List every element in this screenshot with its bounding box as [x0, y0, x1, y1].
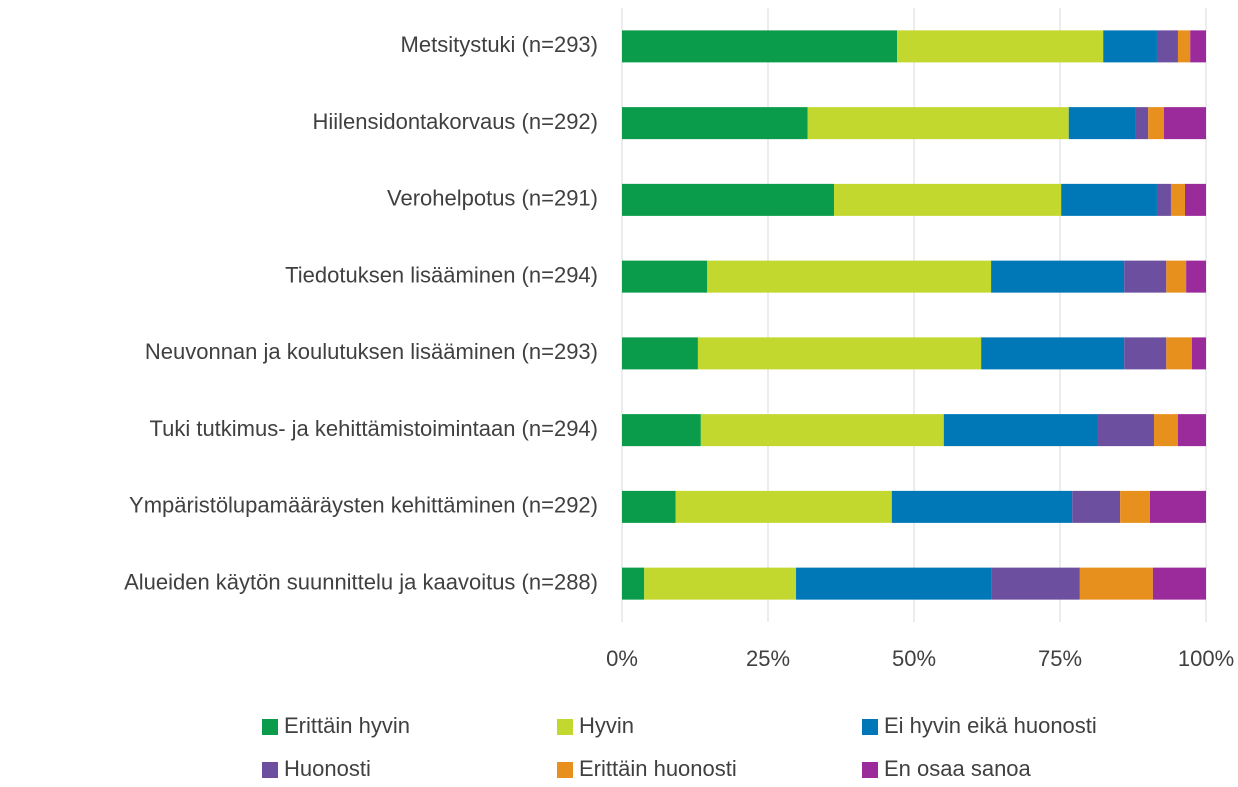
bar-segment [943, 414, 1098, 447]
bar-segment [1177, 414, 1206, 447]
bar-segment [796, 567, 992, 600]
legend-label: Hyvin [579, 713, 634, 738]
legend-swatch [262, 719, 278, 735]
bar-segment [1177, 30, 1191, 63]
x-tick-label: 100% [1178, 646, 1234, 671]
bar-segment [991, 567, 1080, 600]
bar-segment [622, 183, 834, 216]
bar-segment [1166, 337, 1192, 370]
legend-swatch [557, 762, 573, 778]
bar-segment [897, 30, 1104, 63]
bar-segment [1061, 183, 1157, 216]
bar-segment [1124, 260, 1167, 293]
category-label: Ympäristölupamääräysten kehittäminen (n=… [129, 493, 598, 518]
bar-segment [700, 414, 944, 447]
bar-segment [807, 107, 1069, 140]
bar-segment [622, 567, 645, 600]
bar-segment [622, 337, 698, 370]
bar-segment [1149, 490, 1206, 523]
legend-swatch [557, 719, 573, 735]
category-label: Tuki tutkimus- ja kehittämistoimintaan (… [149, 416, 598, 441]
legend-label: Erittäin huonosti [579, 756, 737, 781]
bar-segment [891, 490, 1073, 523]
bar-segment [622, 260, 708, 293]
x-tick-label: 25% [746, 646, 790, 671]
bar-segment [1097, 414, 1155, 447]
bar-segment [1079, 567, 1153, 600]
category-label: Hiilensidontakorvaus (n=292) [312, 109, 598, 134]
legend-swatch [862, 719, 878, 735]
bar-segment [833, 183, 1062, 216]
category-label: Tiedotuksen lisääminen (n=294) [285, 262, 598, 287]
bar-segment [622, 414, 701, 447]
legend-label: En osaa sanoa [884, 756, 1032, 781]
legend-label: Erittäin hyvin [284, 713, 410, 738]
bar-segment [1148, 107, 1164, 140]
bar-segment [707, 260, 992, 293]
bar-segment [1190, 30, 1206, 63]
bar-segment [622, 490, 676, 523]
bar-segment [1170, 183, 1185, 216]
bar-segment [1166, 260, 1187, 293]
x-tick-label: 0% [606, 646, 638, 671]
x-tick-label: 50% [892, 646, 936, 671]
x-tick-label: 75% [1038, 646, 1082, 671]
bar-segment [675, 490, 892, 523]
category-label: Alueiden käytön suunnittelu ja kaavoitus… [124, 569, 598, 594]
bar-segment [1124, 337, 1167, 370]
bar-segment [1156, 30, 1178, 63]
category-label: Metsitystuki (n=293) [401, 32, 598, 57]
bar-segment [1154, 414, 1178, 447]
bar-segment [1135, 107, 1149, 140]
bar-segment [1186, 260, 1206, 293]
bar-segment [1103, 30, 1157, 63]
bar-segment [644, 567, 797, 600]
bar-segment [1156, 183, 1171, 216]
bar-segment [622, 107, 808, 140]
bar-segment [1184, 183, 1206, 216]
legend-swatch [262, 762, 278, 778]
bar-segment [1191, 337, 1206, 370]
legend-label: Ei hyvin eikä huonosti [884, 713, 1097, 738]
bar-segment [1072, 490, 1121, 523]
legend-label: Huonosti [284, 756, 371, 781]
bar-segment [981, 337, 1125, 370]
bar-segment [1152, 567, 1206, 600]
legend-swatch [862, 762, 878, 778]
bar-segment [1163, 107, 1206, 140]
category-label: Neuvonnan ja koulutuksen lisääminen (n=2… [145, 339, 598, 364]
bar-segment [1120, 490, 1150, 523]
bar-segment [991, 260, 1125, 293]
bar-segment [697, 337, 982, 370]
bar-segment [622, 30, 898, 63]
bar-segment [1068, 107, 1136, 140]
category-label: Verohelpotus (n=291) [387, 186, 598, 211]
